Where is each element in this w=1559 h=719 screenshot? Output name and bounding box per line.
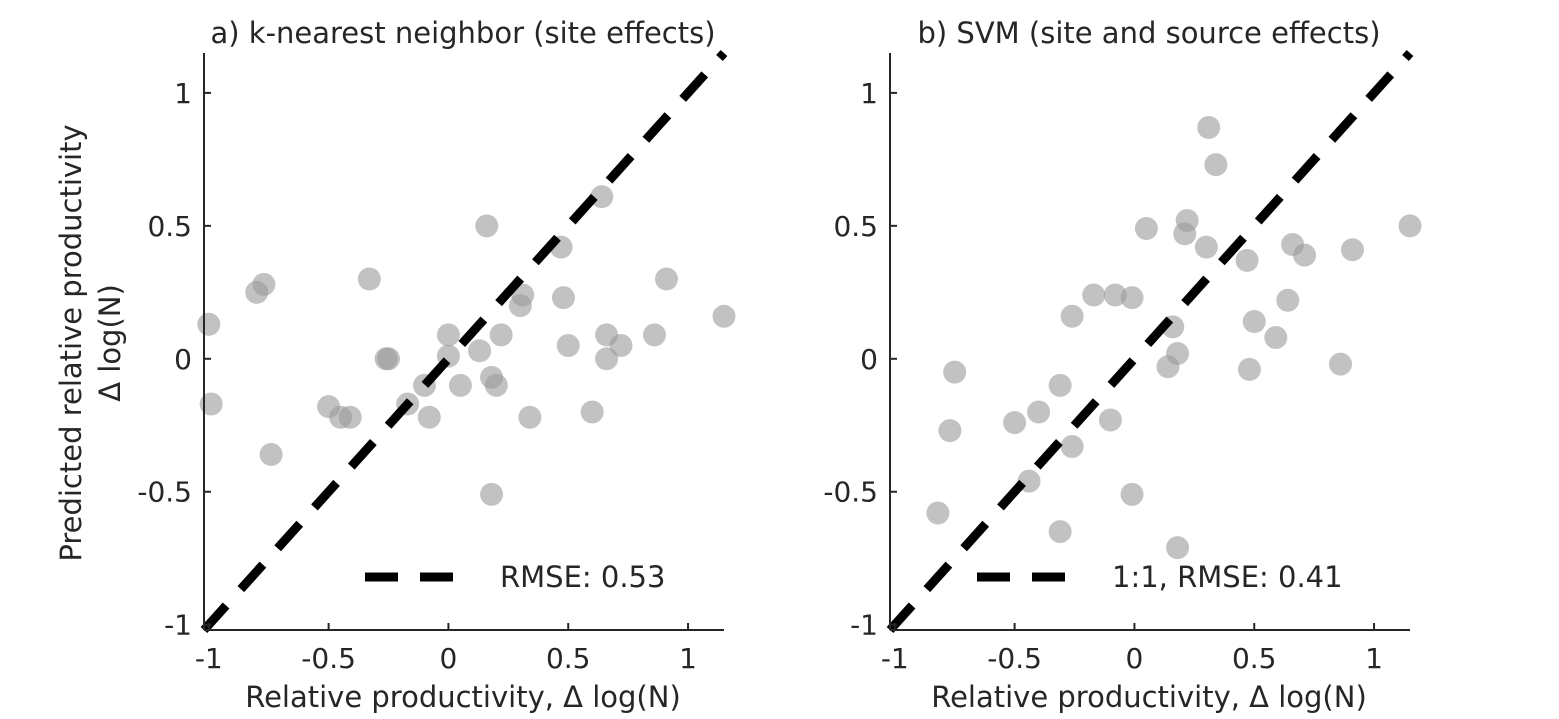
panel-b-data-point xyxy=(1293,243,1317,267)
panel-b-data-point xyxy=(1340,238,1364,262)
panel-a-y-tick-label: 0 xyxy=(174,343,192,376)
panel-a-data-point xyxy=(609,333,633,357)
panel-a-data-point xyxy=(417,405,441,429)
panel-b-one-to-one-line xyxy=(886,49,1414,634)
panel-a-y-tick-label: 0.5 xyxy=(147,210,192,243)
panel-a-x-tick-label: -0.5 xyxy=(301,642,356,675)
panel-a-legend: RMSE: 0.53 xyxy=(365,560,665,594)
panel-b-y-tick-label: 1 xyxy=(860,77,878,110)
panel-b-data-point xyxy=(1237,357,1261,381)
panel-a-x-ticks: -1 -0.5 0 0.5 1 xyxy=(195,623,697,675)
panel-b-data-point xyxy=(1082,283,1106,307)
panel-a-title: a) k-nearest neighbor (site effects) xyxy=(210,16,715,50)
panel-b-data-point xyxy=(1197,115,1221,139)
panel-a-data-point xyxy=(252,272,276,296)
panel-a-y-tick-label: -0.5 xyxy=(137,476,192,509)
panel-b-x-tick-label: 0.5 xyxy=(1232,642,1277,675)
panel-b-data-point xyxy=(1175,209,1199,233)
panel-a-data-point xyxy=(590,185,614,209)
panel-b-data-point xyxy=(1120,286,1144,310)
panel-a-data-point xyxy=(712,304,736,328)
panel-a-data-point xyxy=(484,373,508,397)
panel-a-data-point xyxy=(468,339,492,363)
panel-a-data-point xyxy=(199,392,223,416)
panel-b-x-tick-label: 1 xyxy=(1365,642,1383,675)
panel-b-data-point xyxy=(1003,411,1027,435)
panel-a-one-to-one-line xyxy=(200,49,728,634)
panel-b-y-tick-label: 0.5 xyxy=(833,210,878,243)
panel-a-y-label-line1: Predicted relative productivity xyxy=(54,124,88,561)
panel-a-y-ticks: -1 -0.5 0 0.5 1 xyxy=(137,77,211,642)
panel-b-x-label: Relative productivity, Δ log(N) xyxy=(931,680,1367,714)
panel-a-x-tick-label: 0.5 xyxy=(546,642,591,675)
panel-b-data-point xyxy=(1204,153,1228,177)
panel-b-data-point xyxy=(1048,520,1072,544)
panel-a-data-point xyxy=(556,333,580,357)
panel-b-x-tick-label: 0 xyxy=(1126,642,1144,675)
panel-a-data-point xyxy=(643,323,667,347)
panel-a-x-tick-label: -1 xyxy=(195,642,223,675)
panel-a-x-tick-label: 1 xyxy=(679,642,697,675)
panel-b-data-point xyxy=(1194,235,1218,259)
panel-a-data-point xyxy=(475,214,499,238)
panel-a-data-point xyxy=(518,405,542,429)
panel-b-data-point xyxy=(943,360,967,384)
panel-b-y-ticks: -1 -0.5 0 0.5 1 xyxy=(823,77,897,642)
panel-a-data-point xyxy=(436,323,460,347)
panel-b-data-point xyxy=(1098,408,1122,432)
panel-b-data-point xyxy=(938,419,962,443)
panel-b-x-ticks: -1 -0.5 0 0.5 1 xyxy=(881,623,1383,675)
panel-b-points xyxy=(926,115,1422,560)
panel-b-data-point xyxy=(1134,216,1158,240)
panel-b: b) SVM (site and source effects) -1 -0.5 0… xyxy=(823,16,1422,714)
panel-b-data-point xyxy=(1276,288,1300,312)
panel-a-data-point xyxy=(480,482,504,506)
panel-b-data-point xyxy=(1027,400,1051,424)
panel-b-data-point xyxy=(1264,326,1288,350)
panel-a-points xyxy=(197,185,736,506)
panel-b-data-point xyxy=(1048,373,1072,397)
panel-a-y-label-line2: Δ log(N) xyxy=(93,284,127,402)
panel-a-x-label: Relative productivity, Δ log(N) xyxy=(245,680,681,714)
panel-b-y-tick-label: 0 xyxy=(860,343,878,376)
panel-a-data-point xyxy=(551,286,575,310)
panel-a-legend-label: RMSE: 0.53 xyxy=(500,560,665,594)
panel-a-y-tick-label: -1 xyxy=(164,609,192,642)
panel-b-data-point xyxy=(1120,482,1144,506)
panel-a-data-point xyxy=(197,312,221,336)
panel-b-y-tick-label: -0.5 xyxy=(823,476,878,509)
panel-a-data-point xyxy=(357,267,381,291)
panel-a-data-point xyxy=(654,267,678,291)
panel-a-data-point xyxy=(580,400,604,424)
panel-b-data-point xyxy=(1329,352,1353,376)
panel-a-y-tick-label: 1 xyxy=(174,77,192,110)
panel-b-legend: 1:1, RMSE: 0.41 xyxy=(977,560,1343,594)
panel-b-x-tick-label: -0.5 xyxy=(987,642,1042,675)
panel-b-data-point xyxy=(1235,248,1259,272)
panel-a-data-point xyxy=(448,373,472,397)
panel-b-data-point xyxy=(1166,341,1190,365)
panel-a: a) k-nearest neighbor (site effects) -1-… xyxy=(54,16,736,714)
panel-b-data-point xyxy=(926,501,950,525)
panel-a-data-point xyxy=(489,323,513,347)
panel-a-data-point xyxy=(338,405,362,429)
panel-b-data-point xyxy=(1060,435,1084,459)
panel-b-legend-label: 1:1, RMSE: 0.41 xyxy=(1112,560,1343,594)
panel-b-x-tick-label: -1 xyxy=(881,642,909,675)
panel-a-data-point xyxy=(259,443,283,467)
panel-b-data-point xyxy=(1398,214,1422,238)
panel-b-data-point xyxy=(1166,536,1190,560)
panel-b-y-tick-label: -1 xyxy=(850,609,878,642)
panel-a-x-tick-label: 0 xyxy=(440,642,458,675)
panel-a-data-point xyxy=(377,347,401,371)
panel-b-title: b) SVM (site and source effects) xyxy=(917,16,1380,50)
panel-b-data-point xyxy=(1060,304,1084,328)
panel-b-data-point xyxy=(1242,310,1266,334)
